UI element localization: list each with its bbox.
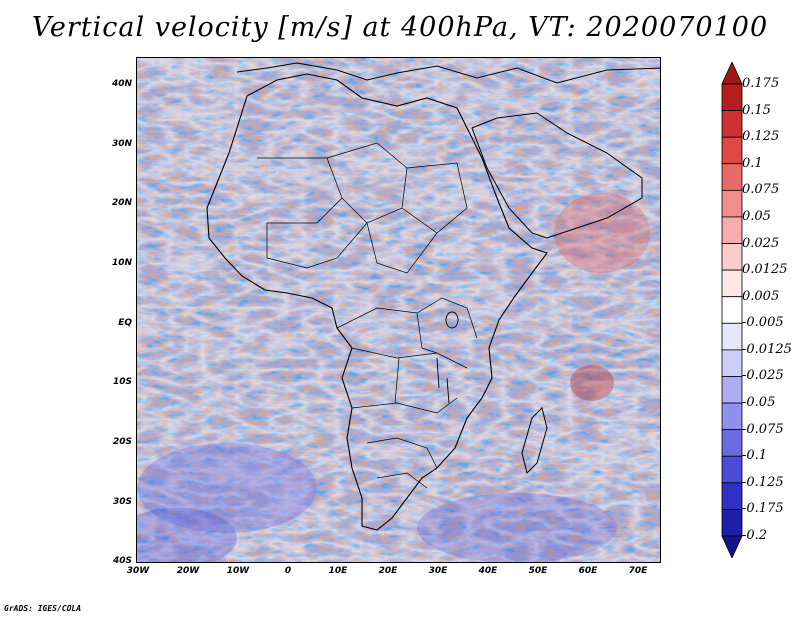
- lon-label-20e: 20E: [378, 566, 398, 576]
- colorbar-swatch: [721, 482, 743, 510]
- colorbar-label: -0.0125: [742, 341, 792, 357]
- colorbar-swatch: [721, 189, 743, 218]
- lakes: [436, 311, 459, 404]
- colorbar-label: 0.075: [742, 182, 780, 198]
- colorbar-label: 0.125: [742, 129, 780, 145]
- chart-title: Vertical velocity [m/s] at 400hPa, VT: 2…: [31, 12, 769, 43]
- lon-label-30w: 30W: [126, 566, 150, 576]
- colorbar-swatch: [721, 136, 743, 165]
- map-panel: [136, 57, 661, 563]
- colorbar-label: -0.1: [742, 448, 768, 464]
- colorbar-label: -0.005: [742, 315, 784, 331]
- colorbar-swatch: [721, 349, 743, 377]
- lat-label-10n: 10N: [111, 258, 132, 268]
- colorbar-swatch: [721, 269, 743, 298]
- lat-label-eq: EQ: [118, 318, 132, 328]
- field-streaks: [137, 58, 660, 562]
- colorbar-swatch: [721, 455, 743, 484]
- colorbar-swatch: [721, 376, 743, 404]
- lon-label-50e: 50E: [528, 566, 548, 576]
- lon-label-70e: 70E: [628, 566, 648, 576]
- colorbar-swatch: [721, 216, 743, 244]
- lat-label-20s: 20S: [112, 437, 132, 447]
- colorbar-label: -0.025: [742, 368, 784, 384]
- colorbar-swatch: [721, 322, 743, 351]
- lon-label-0: 0: [284, 566, 292, 576]
- patch-south-indian: [417, 493, 617, 562]
- colorbar-label: 0.025: [742, 235, 780, 251]
- lat-label-40n: 40N: [111, 79, 132, 89]
- colorbar-label: -0.125: [742, 474, 784, 490]
- colorbar-label: 0.15: [742, 102, 771, 118]
- colorbar-swatch: [721, 83, 743, 111]
- colorbar-swatch: [721, 110, 743, 138]
- colorbar-swatch: [721, 402, 743, 431]
- lat-label-10s: 10S: [112, 377, 132, 387]
- colorbar-label: 0.005: [742, 288, 780, 304]
- patch-arabian-sea: [554, 193, 650, 273]
- colorbar-label: -0.075: [742, 421, 784, 437]
- colorbar-swatch: [721, 243, 743, 271]
- patch-indian-ocean: [570, 365, 614, 401]
- colorbar-swatch: [721, 163, 743, 191]
- lat-label-20n: 20N: [111, 198, 132, 208]
- colorbar-label: 0.0125: [742, 262, 788, 278]
- colorbar-swatch: [721, 296, 743, 324]
- colorbar-label: -0.05: [742, 395, 776, 411]
- lat-label-30s: 30S: [112, 497, 132, 507]
- credit-text: GrADS: IGES/COLA: [4, 604, 82, 613]
- madagascar-outline: [521, 407, 548, 474]
- colorbar-top-arrow: [721, 62, 743, 85]
- lon-label-60e: 60E: [578, 566, 598, 576]
- lon-label-20w: 20W: [176, 566, 200, 576]
- africa-outline: [206, 73, 548, 531]
- colorbar-label: 0.05: [742, 208, 771, 224]
- colorbar-bottom-arrow: [721, 535, 743, 558]
- europe-outline: [236, 62, 660, 84]
- patch-south-atlantic: [137, 443, 317, 533]
- map-canvas: [137, 58, 660, 562]
- patch-southwest: [137, 508, 237, 562]
- lon-label-40e: 40E: [478, 566, 498, 576]
- colorbar: [721, 62, 743, 558]
- colorbar-swatch: [721, 429, 743, 457]
- lon-label-10w: 10W: [226, 566, 250, 576]
- arabia-outline: [471, 112, 643, 239]
- lon-label-30e: 30E: [428, 566, 448, 576]
- colorbar-swatch: [721, 509, 743, 537]
- lat-label-30n: 30N: [111, 139, 132, 149]
- colorbar-label: 0.1: [742, 155, 763, 171]
- lat-label-40s: 40S: [112, 556, 132, 566]
- country-borders: [257, 142, 478, 489]
- lon-label-10e: 10E: [328, 566, 348, 576]
- colorbar-label: -0.2: [742, 528, 768, 543]
- colorbar-label: 0.175: [742, 76, 780, 91]
- colorbar-label: -0.175: [742, 501, 784, 517]
